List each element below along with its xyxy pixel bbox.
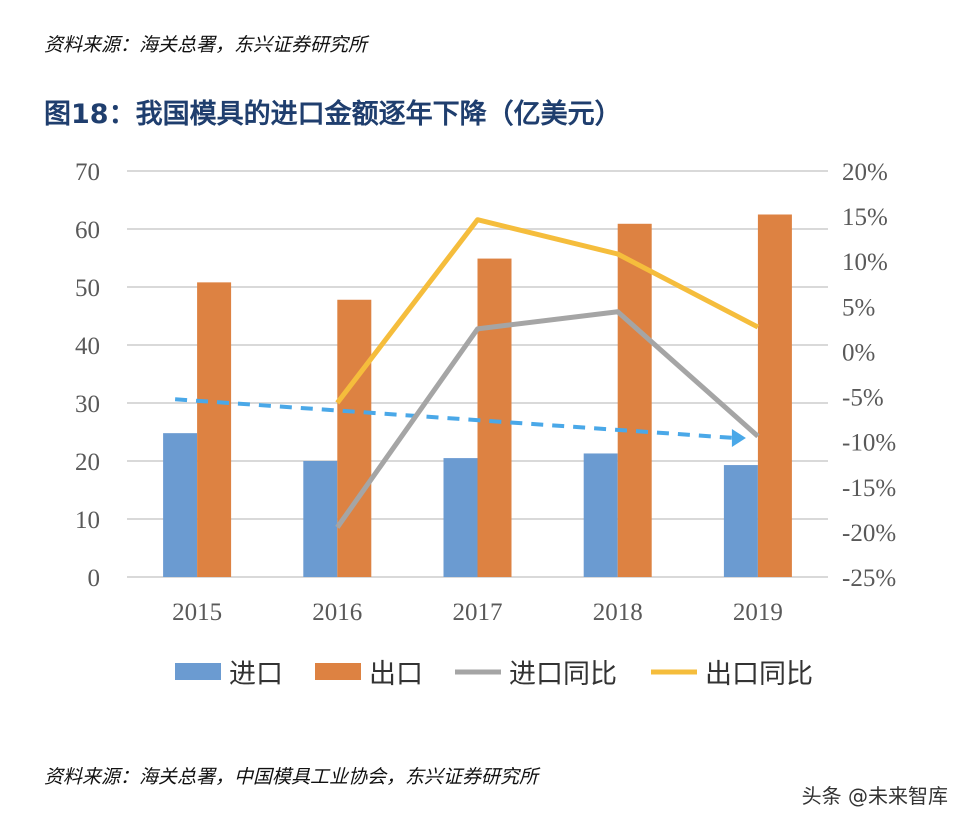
- watermark: 头条 @未来智库: [801, 784, 948, 808]
- left-tick-label: 40: [75, 333, 100, 360]
- chart-title: 图18：我国模具的进口金额逐年下降（亿美元）: [44, 99, 622, 130]
- x-tick-label: 2019: [733, 599, 783, 626]
- line-进口同比: [335, 309, 760, 529]
- right-tick-label: 5%: [842, 294, 875, 321]
- right-tick-label: -20%: [842, 520, 896, 547]
- source-top: 资料来源：海关总署，东兴证券研究所: [44, 34, 368, 56]
- bar-进口-2015: [163, 433, 198, 577]
- trend-arrow-line: [174, 397, 737, 441]
- left-tick-label: 60: [75, 217, 100, 244]
- x-tick-label: 2016: [312, 599, 362, 626]
- bar-出口-2017: [477, 258, 512, 577]
- trend-arrow-head: [731, 429, 746, 448]
- right-tick-label: 15%: [842, 204, 888, 231]
- chart: 0 10 20 30 40 50 60 70 -25% -20% -15% -10% -5% 0% 5% 10…: [75, 159, 896, 690]
- legend-label: 出口: [369, 659, 423, 690]
- right-tick-label: -10%: [842, 430, 896, 457]
- right-tick-label: 20%: [842, 159, 888, 186]
- right-tick-label: 0%: [842, 339, 875, 366]
- x-tick-label: 2017: [453, 599, 503, 626]
- bar-进口-2018: [583, 453, 618, 577]
- right-tick-label: 10%: [842, 249, 888, 276]
- legend-label: 出口同比: [705, 659, 813, 690]
- left-tick-label: 70: [75, 159, 100, 186]
- line-出口同比: [335, 217, 760, 405]
- left-tick-label: 0: [88, 565, 101, 592]
- bar-出口-2015: [197, 282, 232, 577]
- source-bottom: 资料来源：海关总署，中国模具工业协会，东兴证券研究所: [44, 766, 539, 788]
- bar-进口-2016: [303, 461, 338, 577]
- right-tick-label: -5%: [842, 385, 884, 412]
- legend-label: 进口: [229, 659, 283, 690]
- legend-swatch: [315, 663, 361, 680]
- x-tick-label: 2015: [172, 599, 222, 626]
- legend-swatch: [175, 663, 221, 680]
- bar-出口-2016: [337, 299, 372, 577]
- legend-label: 进口同比: [509, 659, 617, 690]
- left-tick-label: 10: [75, 507, 100, 534]
- bar-出口-2019: [757, 214, 792, 577]
- right-tick-label: -15%: [842, 475, 896, 502]
- bar-进口-2017: [443, 458, 478, 577]
- left-tick-label: 20: [75, 449, 100, 476]
- x-tick-label: 2018: [593, 599, 643, 626]
- bar-出口-2018: [617, 223, 652, 577]
- bar-进口-2019: [723, 465, 758, 577]
- right-tick-label: -25%: [842, 565, 896, 592]
- left-tick-label: 30: [75, 391, 100, 418]
- left-tick-label: 50: [75, 275, 100, 302]
